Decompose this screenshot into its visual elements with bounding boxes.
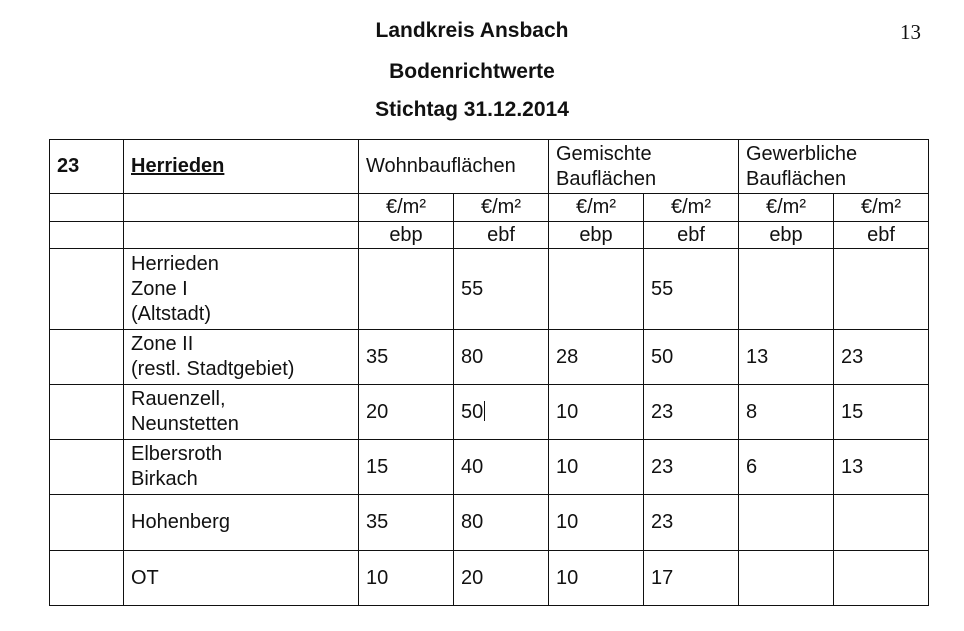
value-cell: 23: [643, 384, 739, 440]
value-cell: 55: [453, 248, 549, 330]
empty-cell: [49, 221, 124, 249]
value-text: 50: [461, 400, 484, 423]
row-name: OT: [123, 550, 359, 606]
unit-cell: €/m²: [643, 193, 739, 222]
value-cell: 35: [358, 494, 454, 551]
value-cell: 10: [548, 384, 644, 440]
empty-cell: [49, 329, 124, 385]
table-row: Rauenzell, Neunstetten 20 50 10 23 8 15: [49, 384, 929, 440]
document-subtitle: Bodenrichtwerte: [389, 60, 555, 83]
row-name: Elbersroth Birkach: [123, 439, 359, 495]
value-cell: 13: [833, 439, 929, 495]
value-cell: 15: [358, 439, 454, 495]
value-cell: 80: [453, 494, 549, 551]
value-cell: 8: [738, 384, 834, 440]
unit-row: €/m² €/m² €/m² €/m² €/m² €/m²: [49, 193, 929, 222]
unit-cell: €/m²: [453, 193, 549, 222]
document-title: Landkreis Ansbach: [375, 19, 569, 42]
type-cell: ebf: [833, 221, 929, 249]
value-cell: 23: [643, 494, 739, 551]
value-cell: 23: [643, 439, 739, 495]
empty-cell: [49, 193, 124, 222]
value-cell: 20: [453, 550, 549, 606]
value-cell: 23: [833, 329, 929, 385]
unit-cell: €/m²: [548, 193, 644, 222]
land-value-table: 23 Herrieden Wohnbauflächen Gemischte Ba…: [49, 139, 929, 606]
group-header: Gemischte Bauflächen: [548, 139, 739, 194]
type-cell: ebp: [358, 221, 454, 249]
empty-cell: [49, 494, 124, 551]
table-header-row: 23 Herrieden Wohnbauflächen Gemischte Ba…: [49, 139, 929, 194]
value-cell: [358, 248, 454, 330]
table-row: Herrieden Zone I (Altstadt) 55 55: [49, 248, 929, 330]
value-cell: [548, 248, 644, 330]
value-cell: 10: [358, 550, 454, 606]
value-cell: 35: [358, 329, 454, 385]
value-cell: 10: [548, 439, 644, 495]
value-cell: 10: [548, 550, 644, 606]
table-row: OT 10 20 10 17: [49, 550, 929, 606]
table-row: Hohenberg 35 80 10 23: [49, 494, 929, 551]
value-cell[interactable]: 50: [453, 384, 549, 440]
row-name: Rauenzell, Neunstetten: [123, 384, 359, 440]
value-cell: [738, 248, 834, 330]
text-cursor: [484, 400, 486, 421]
empty-cell: [49, 248, 124, 330]
table-row: Elbersroth Birkach 15 40 10 23 6 13: [49, 439, 929, 495]
type-cell: ebf: [643, 221, 739, 249]
unit-cell: €/m²: [833, 193, 929, 222]
empty-cell: [49, 550, 124, 606]
type-row: ebp ebf ebp ebf ebp ebf: [49, 221, 929, 249]
empty-cell: [49, 439, 124, 495]
row-name: Hohenberg: [123, 494, 359, 551]
type-cell: ebf: [453, 221, 549, 249]
section-name-cell: Herrieden: [123, 139, 359, 194]
empty-cell: [123, 221, 359, 249]
value-cell: 10: [548, 494, 644, 551]
value-cell: 15: [833, 384, 929, 440]
reference-date: Stichtag 31.12.2014: [375, 98, 569, 121]
table-row: Zone II (restl. Stadtgebiet) 35 80 28 50…: [49, 329, 929, 385]
value-cell: 50: [643, 329, 739, 385]
type-cell: ebp: [738, 221, 834, 249]
row-name: Herrieden Zone I (Altstadt): [123, 248, 359, 330]
value-cell: [738, 550, 834, 606]
value-cell: [833, 248, 929, 330]
empty-cell: [49, 384, 124, 440]
value-cell: 40: [453, 439, 549, 495]
value-cell: [833, 494, 929, 551]
group-header: Wohnbauflächen: [358, 139, 549, 194]
unit-cell: €/m²: [358, 193, 454, 222]
page-number: 13: [900, 20, 921, 44]
value-cell: [738, 494, 834, 551]
unit-cell: €/m²: [738, 193, 834, 222]
value-cell: 20: [358, 384, 454, 440]
empty-cell: [123, 193, 359, 222]
section-name: Herrieden: [131, 155, 225, 177]
value-cell: 6: [738, 439, 834, 495]
value-cell: 80: [453, 329, 549, 385]
value-cell: 28: [548, 329, 644, 385]
value-cell: [833, 550, 929, 606]
value-cell: 55: [643, 248, 739, 330]
group-header: Gewerbliche Bauflächen: [738, 139, 929, 194]
row-name: Zone II (restl. Stadtgebiet): [123, 329, 359, 385]
value-cell: 13: [738, 329, 834, 385]
value-cell: 17: [643, 550, 739, 606]
type-cell: ebp: [548, 221, 644, 249]
section-number: 23: [49, 139, 124, 194]
